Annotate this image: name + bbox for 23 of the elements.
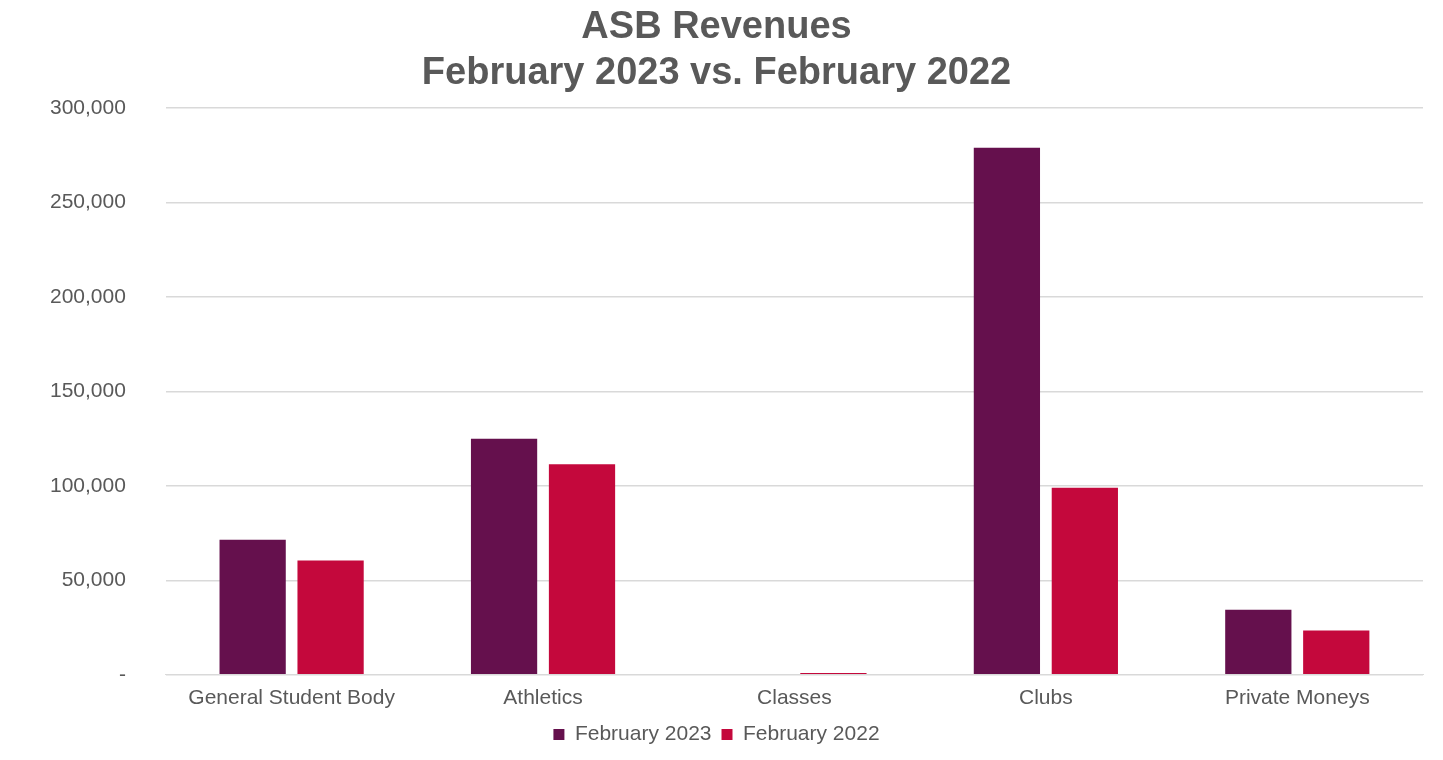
bar xyxy=(297,560,364,675)
y-tick-label: 50,000 xyxy=(61,567,126,591)
legend-label: February 2022 xyxy=(743,721,880,745)
y-tick-label: 300,000 xyxy=(49,95,126,118)
x-tick-label: Clubs xyxy=(1019,685,1073,709)
y-tick-label: 100,000 xyxy=(49,472,126,496)
bar xyxy=(470,438,538,675)
x-tick-label: General Student Body xyxy=(188,685,396,709)
bar xyxy=(548,464,616,675)
chart-title: ASB Revenues February 2023 vs. February 2022 xyxy=(421,4,1012,92)
x-tick-label: Athletics xyxy=(503,685,583,709)
y-tick-label: 150,000 xyxy=(49,378,126,402)
bar xyxy=(973,147,1041,675)
y-tick-label: - xyxy=(118,661,126,685)
bar xyxy=(1051,487,1118,675)
bar xyxy=(1303,630,1370,675)
y-tick-label: 200,000 xyxy=(49,283,126,307)
x-tick-label: Private Moneys xyxy=(1224,685,1370,709)
y-tick-label: 250,000 xyxy=(49,189,126,213)
bar xyxy=(1225,609,1292,675)
x-tick-label: Classes xyxy=(757,685,832,709)
legend-label: February 2023 xyxy=(574,721,712,745)
bar xyxy=(219,539,286,675)
